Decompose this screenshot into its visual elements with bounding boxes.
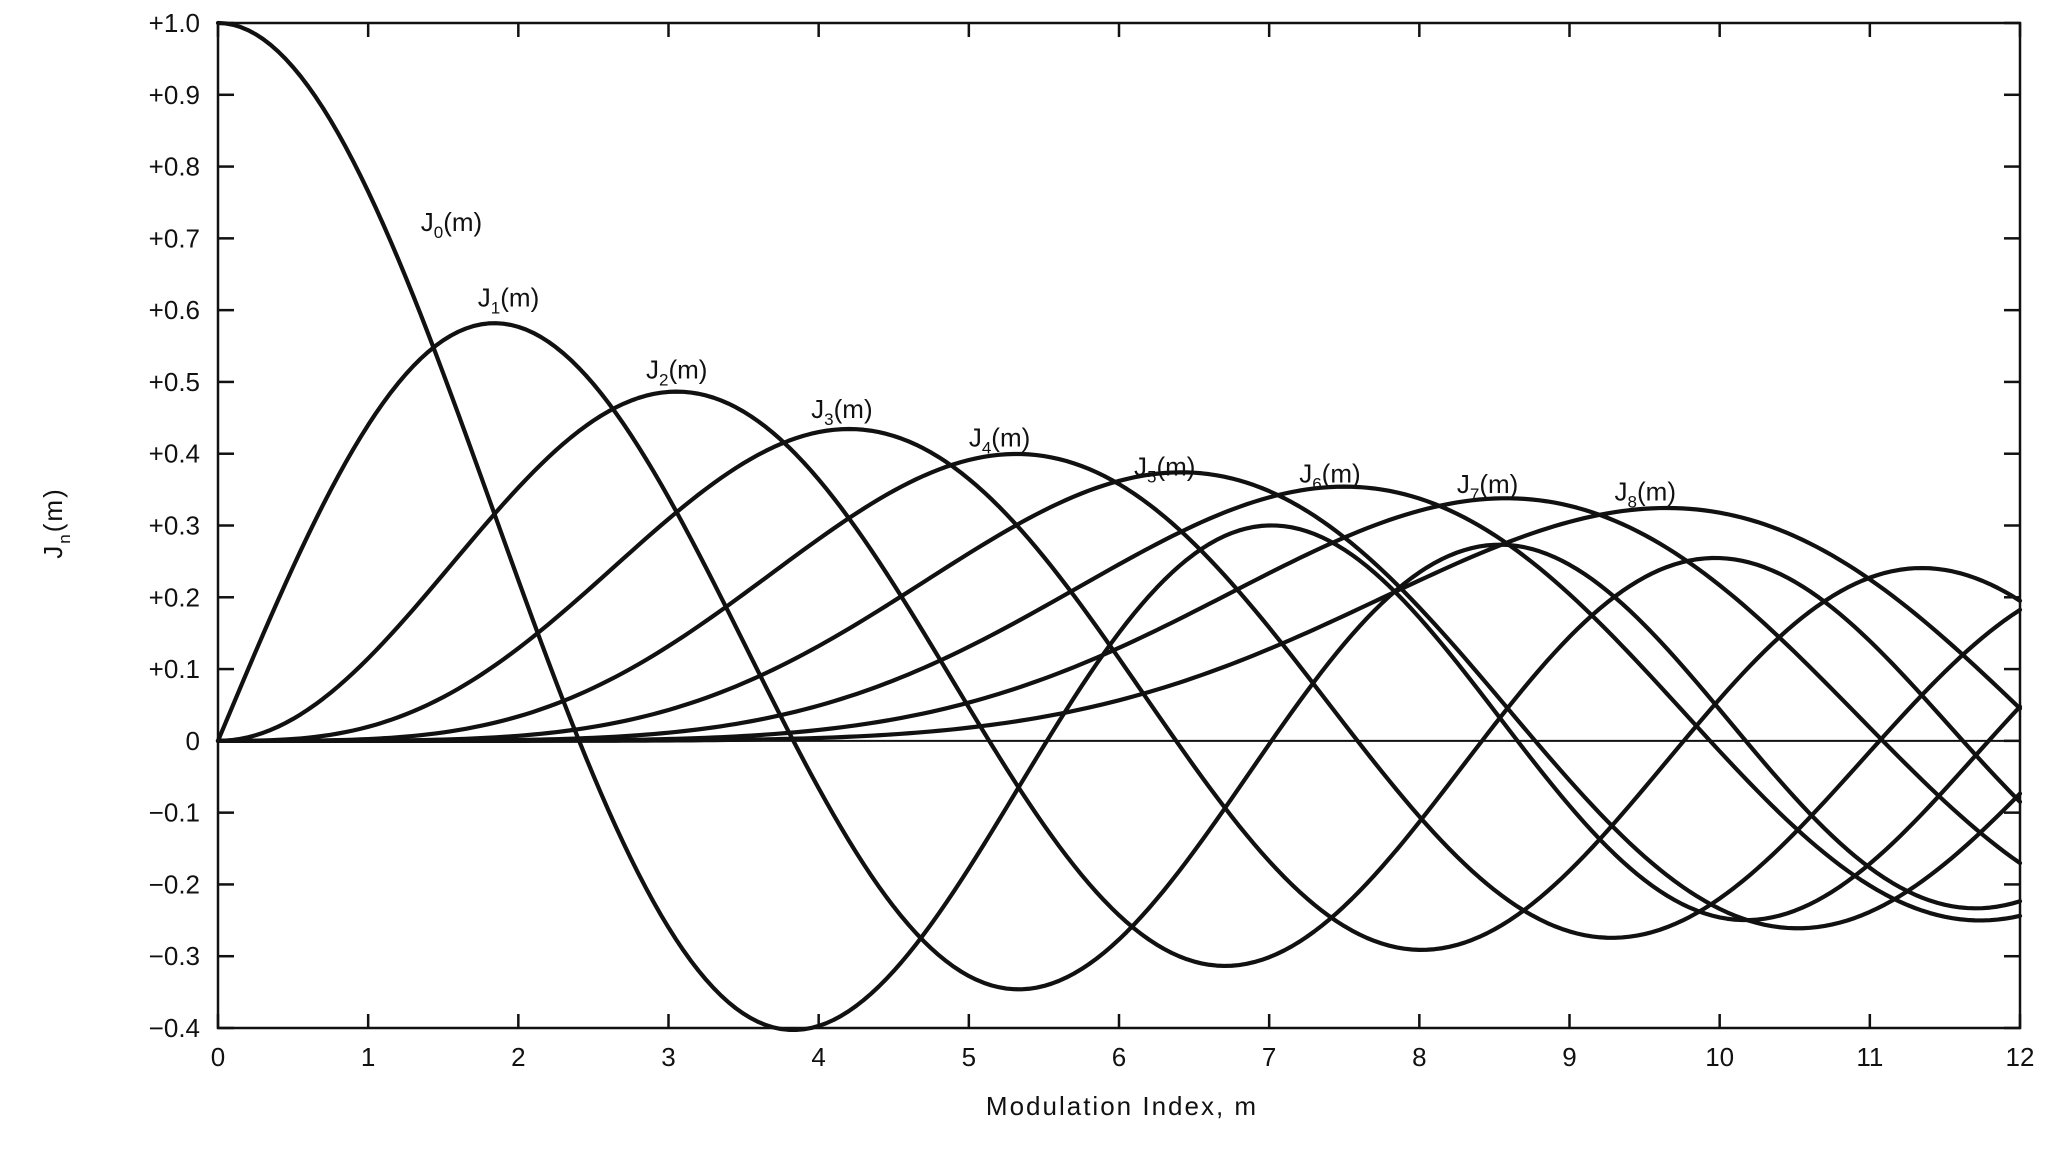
series-line-j3 — [215, 426, 2023, 952]
series-line-j1 — [215, 321, 2023, 992]
x-tick-label: 0 — [211, 1042, 225, 1072]
x-tick-label: 4 — [811, 1042, 825, 1072]
y-tick-label: +0.2 — [149, 582, 200, 612]
series-line-j6 — [215, 484, 2023, 923]
x-tick-label: 2 — [511, 1042, 525, 1072]
x-tick-label: 1 — [361, 1042, 375, 1072]
series-curves — [215, 20, 2023, 1033]
series-label-j1: J1(m) — [478, 283, 539, 318]
series-label-j0: J0(m) — [421, 207, 482, 242]
x-tick-label: 7 — [1262, 1042, 1276, 1072]
series-line-j2 — [215, 389, 2023, 969]
x-tick-label: 12 — [2006, 1042, 2035, 1072]
series-label-j6: J6(m) — [1299, 458, 1360, 493]
y-axis-title-tail: (m) — [38, 487, 68, 532]
y-axis-title: Jn(m) — [38, 487, 74, 558]
series-label-j8: J8(m) — [1615, 476, 1676, 511]
y-axis-title-sub: n — [55, 532, 74, 543]
series-line-j8 — [215, 505, 2023, 743]
y-tick-label: +0.8 — [149, 152, 200, 182]
series-line-j7 — [215, 496, 2023, 866]
y-tick-label: +0.6 — [149, 295, 200, 325]
y-tick-label: −0.2 — [149, 869, 200, 899]
series-label-j3: J3(m) — [811, 394, 872, 429]
series-label-j7: J7(m) — [1457, 469, 1518, 504]
series-labels: J0(m) J1(m) J2(m) J3(m) J4(m) J5(m) J6(m) J7(m)… — [421, 207, 1676, 511]
x-axis-title: Modulation Index, m — [986, 1091, 1258, 1121]
y-tick-label: −0.1 — [149, 798, 200, 828]
y-tick-label: +0.3 — [149, 511, 200, 541]
y-axis-tick-labels: +1.0 +0.9 +0.8 +0.7 +0.6 +0.5 +0.4 +0.3 +0.2 +0.1… — [149, 8, 200, 1043]
y-axis-title-main: J — [38, 544, 68, 559]
y-tick-label: 0 — [186, 726, 200, 756]
series-label-j4: J4(m) — [969, 423, 1030, 458]
x-tick-label: 9 — [1562, 1042, 1576, 1072]
y-tick-label: +0.7 — [149, 223, 200, 253]
y-tick-label: +0.9 — [149, 80, 200, 110]
series-line-j5 — [215, 470, 2023, 931]
series-label-j2: J2(m) — [646, 354, 707, 389]
series-line-j0 — [215, 20, 2023, 1033]
y-tick-label: −0.4 — [149, 1013, 200, 1043]
x-tick-label: 6 — [1112, 1042, 1126, 1072]
x-tick-label: 11 — [1856, 1042, 1883, 1072]
x-tick-label: 5 — [962, 1042, 976, 1072]
series-line-j4 — [215, 451, 2023, 940]
y-tick-label: −0.3 — [149, 941, 200, 971]
y-tick-label: +0.4 — [149, 439, 200, 469]
x-tick-label: 8 — [1412, 1042, 1426, 1072]
x-axis-tick-labels: 0 1 2 3 4 5 6 7 8 9 10 11 12 — [211, 1042, 2035, 1072]
y-tick-label: +0.1 — [149, 654, 200, 684]
y-tick-label: +1.0 — [149, 8, 200, 38]
x-tick-label: 3 — [661, 1042, 675, 1072]
x-tick-label: 10 — [1705, 1042, 1734, 1072]
axis-ticks — [216, 21, 2022, 1030]
series-label-j5: J5(m) — [1134, 451, 1195, 486]
y-tick-label: +0.5 — [149, 367, 200, 397]
